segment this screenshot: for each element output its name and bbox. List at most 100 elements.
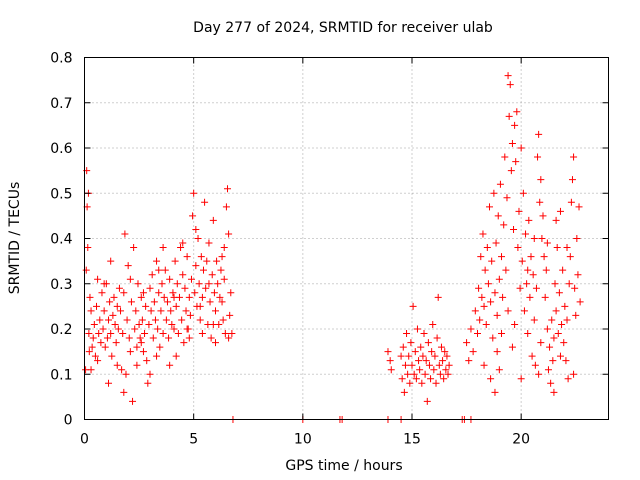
data-point [409, 302, 417, 310]
data-point [411, 348, 419, 356]
data-point [106, 298, 114, 306]
data-point [527, 253, 535, 261]
data-point [549, 357, 557, 365]
data-point [387, 366, 395, 374]
data-point [494, 212, 502, 220]
data-point [520, 307, 528, 315]
data-point [518, 257, 526, 265]
data-point [386, 357, 394, 365]
grid-lines [84, 57, 609, 420]
data-point [182, 307, 190, 315]
data-point [493, 348, 501, 356]
data-point [177, 244, 185, 252]
data-point [519, 189, 527, 197]
data-point [98, 289, 106, 297]
data-point [441, 348, 449, 356]
x-tick-label: 5 [189, 432, 198, 448]
data-point [225, 230, 233, 238]
data-point [528, 352, 536, 360]
data-point [108, 352, 116, 360]
data-point [134, 280, 142, 288]
data-point [523, 280, 531, 288]
data-point [552, 307, 560, 315]
data-point [525, 216, 533, 224]
data-point [539, 212, 547, 220]
data-point [180, 339, 188, 347]
data-point [522, 230, 530, 238]
data-point [186, 311, 194, 319]
data-point [534, 153, 542, 161]
data-point [167, 307, 175, 315]
data-point [213, 257, 221, 265]
data-point [408, 361, 416, 369]
data-point [507, 167, 515, 175]
data-point [571, 284, 579, 292]
data-point [131, 325, 139, 333]
data-point [123, 316, 131, 324]
data-point [161, 266, 169, 274]
data-point [556, 207, 564, 215]
data-point [467, 325, 475, 333]
data-point [139, 348, 147, 356]
data-point [475, 284, 483, 292]
data-point [479, 230, 487, 238]
data-point [436, 370, 444, 378]
data-point [162, 316, 170, 324]
data-point [510, 225, 518, 233]
data-point [504, 307, 512, 315]
data-point [423, 397, 431, 405]
data-point [433, 334, 441, 342]
data-point [209, 216, 217, 224]
data-point [100, 280, 108, 288]
y-tick-label: 0.6 [50, 141, 72, 157]
data-point [228, 330, 236, 338]
data-point [168, 320, 176, 328]
data-point [226, 311, 234, 319]
data-point [121, 230, 129, 238]
data-point [563, 316, 571, 324]
data-point [553, 244, 561, 252]
data-point [428, 348, 436, 356]
data-point [517, 375, 525, 383]
data-point [144, 379, 152, 387]
data-point [547, 379, 555, 387]
y-tick-label: 0 [64, 413, 73, 429]
data-point [484, 280, 492, 288]
data-point [541, 293, 549, 301]
data-point [566, 253, 574, 261]
data-point [148, 271, 156, 279]
data-point [550, 334, 558, 342]
y-tick-label: 0.3 [50, 277, 72, 293]
data-point [483, 244, 491, 252]
data-point [435, 361, 443, 369]
chart-title: Day 277 of 2024, SRMTID for receiver ula… [193, 20, 493, 36]
data-point [500, 221, 508, 229]
data-point [147, 307, 155, 315]
data-point [491, 388, 499, 396]
data-point [185, 293, 193, 301]
data-point [95, 330, 103, 338]
data-point [91, 352, 99, 360]
data-point [482, 320, 490, 328]
data-point [183, 325, 191, 333]
data-point [218, 253, 226, 261]
data-point [490, 189, 498, 197]
data-point [169, 289, 177, 297]
data-point [155, 289, 163, 297]
data-point [84, 244, 92, 252]
data-point [133, 361, 141, 369]
data-point [87, 307, 95, 315]
data-point [540, 253, 548, 261]
data-point [210, 289, 218, 297]
data-point [101, 343, 109, 351]
data-point [543, 325, 551, 333]
data-point [143, 357, 151, 365]
data-point [546, 343, 554, 351]
data-point [574, 271, 582, 279]
data-point [94, 357, 102, 365]
data-point [565, 280, 573, 288]
data-point [526, 293, 534, 301]
data-point [562, 357, 570, 365]
data-point [115, 284, 123, 292]
data-point [558, 320, 566, 328]
